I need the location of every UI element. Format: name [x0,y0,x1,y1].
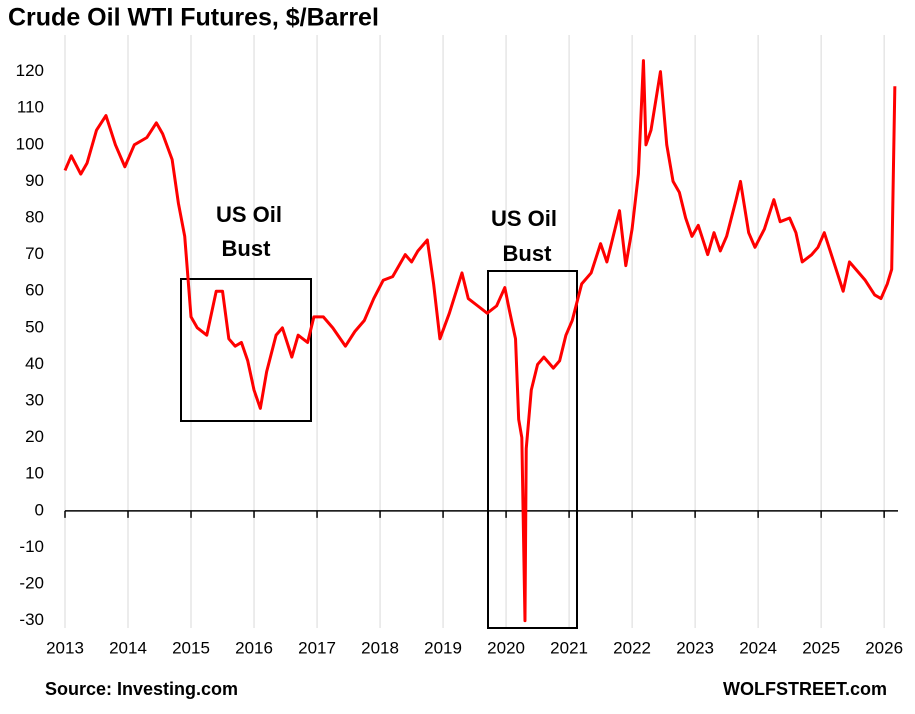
x-tick-label: 2021 [550,638,588,657]
y-tick-label: 90 [25,171,44,190]
chart-title: Crude Oil WTI Futures, $/Barrel [8,4,379,32]
y-tick-label: 70 [25,244,44,263]
y-tick-label: 80 [25,208,44,227]
annotation: US Oil [216,202,282,227]
y-tick-label: 50 [25,317,44,336]
y-tick-label: 110 [17,98,44,117]
bust-box [487,270,578,629]
y-tick-label: 120 [16,61,44,80]
x-tick-label: 2024 [739,638,777,657]
x-tick-label: 2022 [613,638,651,657]
y-tick-label: 40 [25,354,44,373]
annotation: US Oil [491,206,557,231]
y-tick-label: 60 [25,281,44,300]
source: Source: Investing.com [45,679,238,699]
bust-box [180,278,312,422]
x-tick-label: 2014 [109,638,147,657]
y-tick-label: 30 [25,391,44,410]
y-tick-label: -10 [19,537,44,556]
x-tick-label: 2025 [802,638,840,657]
x-tick-label: 2019 [424,638,462,657]
data-line [63,59,897,623]
annotation: Bust [222,236,272,261]
y-tick-label: -20 [19,574,44,593]
x-tick-label: 2020 [487,638,525,657]
x-tick-label: 2015 [172,638,210,657]
x-tick-label: 2013 [46,638,84,657]
y-tick-label: -30 [19,610,44,629]
annotation: Bust [503,241,553,266]
x-tick-label: 2023 [676,638,714,657]
credit: WOLFSTREET.com [723,679,887,699]
y-tick-label: 0 [35,500,44,519]
x-tick-label: 2018 [361,638,399,657]
x-tick-label: 2016 [235,638,273,657]
y-tick-label: 20 [25,427,44,446]
y-tick-label: 100 [16,134,44,153]
x-tick-label: 2026 [865,638,903,657]
x-tick-label: 2017 [298,638,336,657]
y-tick-label: 10 [25,464,44,483]
